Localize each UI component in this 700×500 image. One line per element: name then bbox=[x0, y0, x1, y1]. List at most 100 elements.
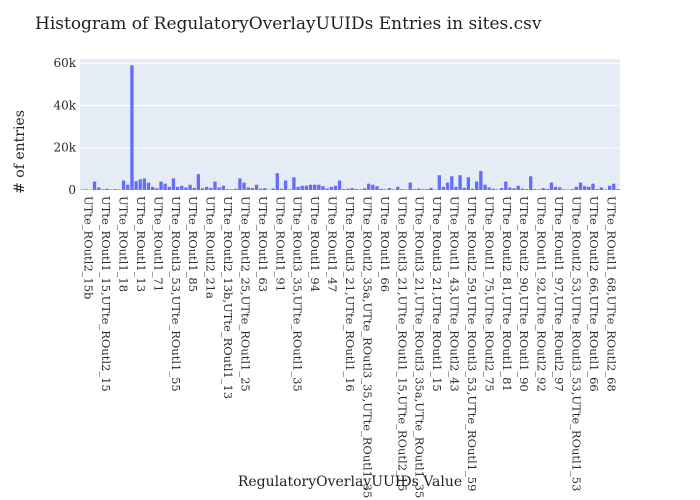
bar bbox=[288, 189, 292, 190]
bar bbox=[537, 189, 541, 190]
bar bbox=[337, 180, 342, 190]
bar bbox=[333, 185, 338, 190]
bar bbox=[101, 189, 105, 190]
bar bbox=[387, 188, 392, 190]
bar bbox=[113, 189, 117, 190]
bar bbox=[545, 188, 549, 190]
x-tick-label: UTte_ROutl2_35a,UTte_ROutl3_35,UTte_ROut… bbox=[360, 196, 374, 498]
bar bbox=[238, 178, 242, 190]
x-tick-label: UTte_ROutl1_47 bbox=[326, 196, 340, 292]
bar bbox=[583, 186, 587, 190]
bar bbox=[603, 189, 608, 190]
bar bbox=[516, 185, 520, 190]
bar bbox=[495, 189, 500, 190]
bar bbox=[155, 188, 159, 190]
plot-area bbox=[80, 59, 620, 190]
bar bbox=[317, 184, 321, 190]
bar bbox=[508, 187, 512, 190]
bar bbox=[346, 188, 350, 190]
bar bbox=[192, 187, 196, 190]
bar bbox=[549, 182, 554, 190]
bar bbox=[275, 173, 279, 190]
x-tick-label: UTte_ROutl2_13b,UTte_ROutl1_13 bbox=[221, 196, 235, 399]
x-tick-label: UTte_ROutl3_35,UTte_ROutl1_35 bbox=[291, 196, 305, 392]
bar bbox=[462, 187, 466, 190]
bar bbox=[587, 186, 591, 190]
bar bbox=[396, 186, 400, 190]
bars bbox=[80, 65, 620, 190]
y-axis-title: # of entries bbox=[12, 110, 28, 194]
x-tick-label: UTte_ROutl1_75,UTte_ROutl2_75 bbox=[482, 196, 496, 392]
bar bbox=[520, 188, 525, 190]
bar bbox=[441, 186, 446, 190]
bar bbox=[512, 188, 516, 190]
bar bbox=[175, 186, 180, 190]
bar bbox=[408, 182, 412, 190]
bar bbox=[383, 189, 387, 190]
bar bbox=[217, 187, 221, 190]
bar bbox=[271, 188, 275, 190]
bar bbox=[92, 181, 97, 190]
bar bbox=[167, 186, 171, 190]
y-tick-label: 60k bbox=[53, 56, 76, 70]
bar bbox=[325, 188, 329, 190]
bar bbox=[283, 180, 288, 190]
bar bbox=[279, 188, 284, 190]
bar bbox=[163, 183, 167, 190]
x-tick-label: UTte_ROutl3_21,UTte_ROutl1_15 bbox=[430, 196, 444, 392]
bar bbox=[250, 188, 255, 190]
x-tick-label: UTte_ROutl1_63 bbox=[256, 196, 270, 292]
bar bbox=[350, 188, 354, 190]
bar bbox=[491, 188, 495, 190]
bar bbox=[612, 183, 616, 190]
bar bbox=[84, 189, 88, 190]
bar bbox=[445, 182, 450, 190]
x-tick-label: UTte_ROutl1_66 bbox=[378, 196, 392, 292]
bar bbox=[126, 184, 130, 190]
x-tick-label: UTte_ROutl1_91 bbox=[273, 196, 287, 292]
bar bbox=[533, 189, 537, 190]
x-tick-label: UTte_ROutl3_21,UTte_ROutl1_16 bbox=[343, 196, 357, 392]
chart-title: Histogram of RegulatoryOverlayUUIDs Entr… bbox=[35, 14, 542, 34]
bar bbox=[379, 188, 383, 190]
bar bbox=[483, 184, 487, 190]
bar bbox=[529, 176, 533, 190]
x-tick-label: UTte_ROutl1_68,UTte_ROutl2_68 bbox=[604, 196, 618, 392]
bar bbox=[254, 184, 259, 190]
bar bbox=[475, 181, 479, 190]
bar bbox=[225, 189, 230, 190]
x-tick-label: UTte_ROutl1_43,UTte_ROutl2_43 bbox=[448, 196, 462, 392]
x-tick-label: UTte_ROutl2_21a bbox=[204, 196, 218, 299]
bar bbox=[391, 189, 396, 190]
bar bbox=[466, 177, 471, 190]
bar bbox=[362, 188, 367, 190]
y-tick-label: 20k bbox=[53, 141, 76, 155]
bar bbox=[487, 187, 491, 190]
bar bbox=[342, 189, 346, 190]
x-tick-label: UTte_ROutl1_94 bbox=[308, 196, 322, 292]
bar bbox=[313, 184, 317, 190]
x-tick-label: UTte_ROutl2_81,UTte_ROutl1_81 bbox=[500, 196, 514, 392]
x-tick-label: UTte_ROutl1_13 bbox=[134, 196, 148, 292]
bar bbox=[591, 183, 595, 190]
bar bbox=[479, 170, 483, 190]
bar bbox=[134, 181, 138, 190]
bar bbox=[159, 181, 163, 190]
bar bbox=[205, 186, 209, 190]
bar bbox=[599, 187, 603, 190]
bar bbox=[97, 187, 101, 190]
bar bbox=[578, 182, 583, 190]
bar bbox=[184, 187, 188, 190]
bar bbox=[259, 188, 263, 190]
bar bbox=[188, 184, 192, 190]
bar bbox=[105, 188, 109, 190]
bar bbox=[200, 188, 205, 190]
bar bbox=[296, 186, 300, 190]
x-tick-label: UTte_ROutl1_85 bbox=[186, 196, 200, 292]
x-tick-label: UTte_ROutl2_15b bbox=[82, 196, 96, 299]
x-tick-label: UTte_ROutl3_21,UTte_ROutl3_35a,UTte_ROut… bbox=[413, 196, 427, 498]
bar bbox=[246, 187, 250, 190]
bar bbox=[180, 185, 184, 190]
bar bbox=[242, 182, 246, 190]
